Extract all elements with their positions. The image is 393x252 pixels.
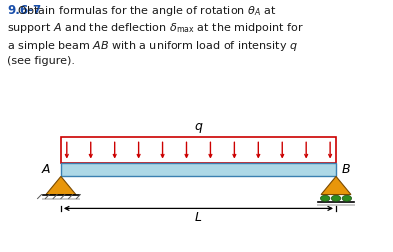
Text: q: q xyxy=(195,120,202,133)
Circle shape xyxy=(320,195,330,201)
Text: 9.6-7: 9.6-7 xyxy=(7,4,41,17)
Polygon shape xyxy=(46,176,76,195)
Bar xyxy=(61,137,336,163)
Text: L: L xyxy=(195,211,202,225)
Circle shape xyxy=(342,195,352,201)
Bar xyxy=(61,163,336,176)
Text: A: A xyxy=(41,163,50,176)
Circle shape xyxy=(331,195,341,201)
Text: B: B xyxy=(342,163,351,176)
Bar xyxy=(42,198,80,200)
Polygon shape xyxy=(321,176,351,195)
Text: Obtain formulas for the angle of rotation $\theta_A$ at
support $A$ and the defl: Obtain formulas for the angle of rotatio… xyxy=(7,4,304,66)
Bar xyxy=(317,204,355,206)
